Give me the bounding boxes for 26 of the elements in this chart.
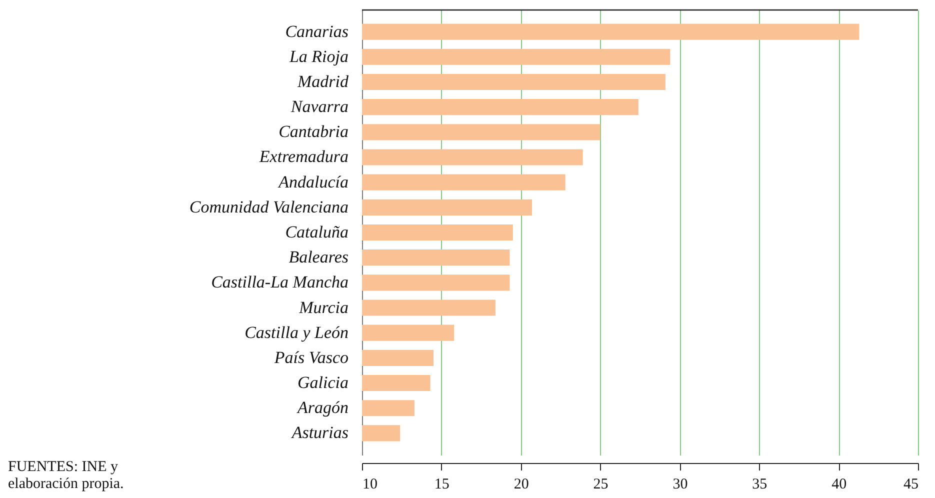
y-tick-label: Cataluña [285,222,348,242]
x-tick-label: 15 [434,476,450,492]
x-tick-label: 45 [904,476,918,492]
y-tick-label: Cantabria [278,122,348,142]
y-tick-label: Canarias [285,22,349,41]
y-tick-label: Comunidad Valenciana [189,197,348,216]
y-tick-label: Madrid [296,72,349,91]
x-tick-label: 40 [832,476,847,492]
x-tick-label: 20 [514,476,529,492]
y-tick-label: Murcia [298,298,348,317]
x-tick-label: 35 [752,476,768,492]
source-note: FUENTES: INE y elaboración propia. [8,459,125,493]
y-tick-label: Asturias [290,423,349,442]
y-tick-label: País Vasco [273,348,348,367]
y-tick-label: Andalucía [278,172,348,192]
x-tick-label: 30 [672,476,688,492]
y-tick-label: Baleares [288,248,349,267]
y-tick-label: Castilla-La Mancha [211,272,348,292]
y-tick-label: Extremadura [258,147,348,166]
x-tick-label: 10 [362,476,378,492]
y-tick-label: La Rioja [288,46,348,66]
y-tick-label: Castilla y León [244,322,348,342]
y-tick-label: Galicia [298,373,348,392]
y-tick-label: Aragón [296,398,348,418]
y-tick-label: Navarra [290,97,348,116]
x-tick-label: 25 [593,476,608,492]
